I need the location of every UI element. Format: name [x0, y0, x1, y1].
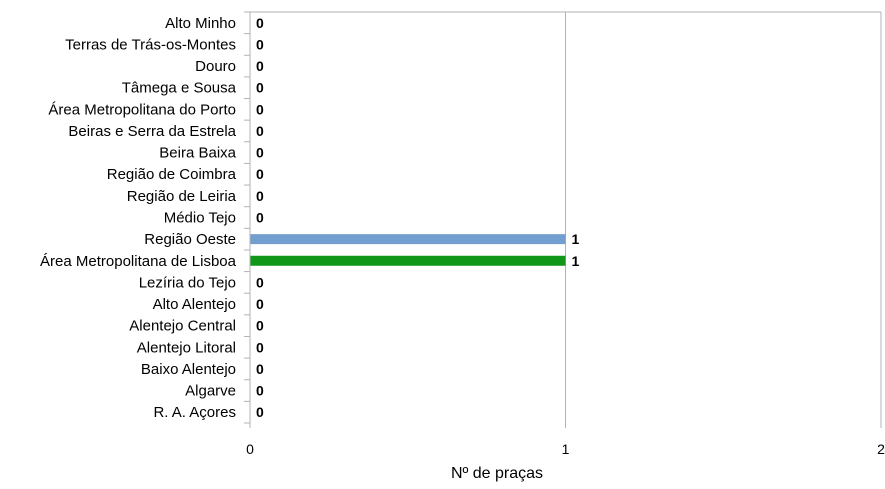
category-label: Terras de Trás-os-Montes — [65, 36, 236, 53]
category-label: Região de Coimbra — [107, 166, 237, 183]
bar — [250, 255, 566, 266]
value-label: 0 — [256, 361, 264, 377]
label-layer: 0 1 2 Alto Minho 0 Terras de Trás-os-Montes 0 D… — [40, 15, 885, 457]
category-label: Beiras e Serra da Estrela — [68, 123, 236, 140]
value-label: 0 — [256, 166, 264, 182]
value-label: 0 — [256, 318, 264, 334]
category-label: Médio Tejo — [164, 210, 236, 227]
category-label: Baixo Alentejo — [141, 361, 236, 378]
value-label: 0 — [256, 210, 264, 226]
category-label: Douro — [195, 58, 236, 75]
value-label: 0 — [256, 296, 264, 312]
axis-layer — [244, 11, 882, 428]
category-label: Beira Baixa — [159, 145, 236, 162]
x-tick-label: 0 — [246, 441, 254, 457]
value-label: 0 — [256, 339, 264, 355]
x-tick-label: 1 — [562, 441, 570, 457]
value-label: 0 — [256, 80, 264, 96]
value-label: 0 — [256, 58, 264, 74]
category-label: Alto Minho — [165, 15, 236, 32]
value-label: 0 — [256, 145, 264, 161]
category-label: Região de Leiria — [127, 188, 237, 205]
x-axis-title: Nº de praças — [451, 465, 543, 482]
value-label: 1 — [572, 253, 580, 269]
grid-layer — [250, 11, 882, 423]
category-label: Algarve — [185, 383, 236, 400]
bar — [250, 234, 566, 245]
value-label: 0 — [256, 188, 264, 204]
value-label: 0 — [256, 123, 264, 139]
value-label: 0 — [256, 101, 264, 117]
value-label: 0 — [256, 404, 264, 420]
category-label: Alentejo Central — [129, 318, 236, 335]
value-label: 0 — [256, 15, 264, 31]
bar-layer — [250, 234, 566, 266]
x-tick-label: 2 — [877, 441, 885, 457]
category-label: Área Metropolitana do Porto — [48, 101, 236, 118]
category-label: Alentejo Litoral — [137, 339, 236, 356]
value-label: 1 — [572, 231, 580, 247]
category-label: Área Metropolitana de Lisboa — [40, 253, 237, 270]
category-label: Tâmega e Sousa — [122, 80, 237, 97]
category-label: Região Oeste — [144, 231, 236, 248]
value-label: 0 — [256, 274, 264, 290]
category-label: Alto Alentejo — [153, 296, 236, 313]
category-label: R. A. Açores — [153, 404, 236, 421]
value-label: 0 — [256, 383, 264, 399]
category-label: Lezíria do Tejo — [139, 274, 236, 291]
value-label: 0 — [256, 36, 264, 52]
